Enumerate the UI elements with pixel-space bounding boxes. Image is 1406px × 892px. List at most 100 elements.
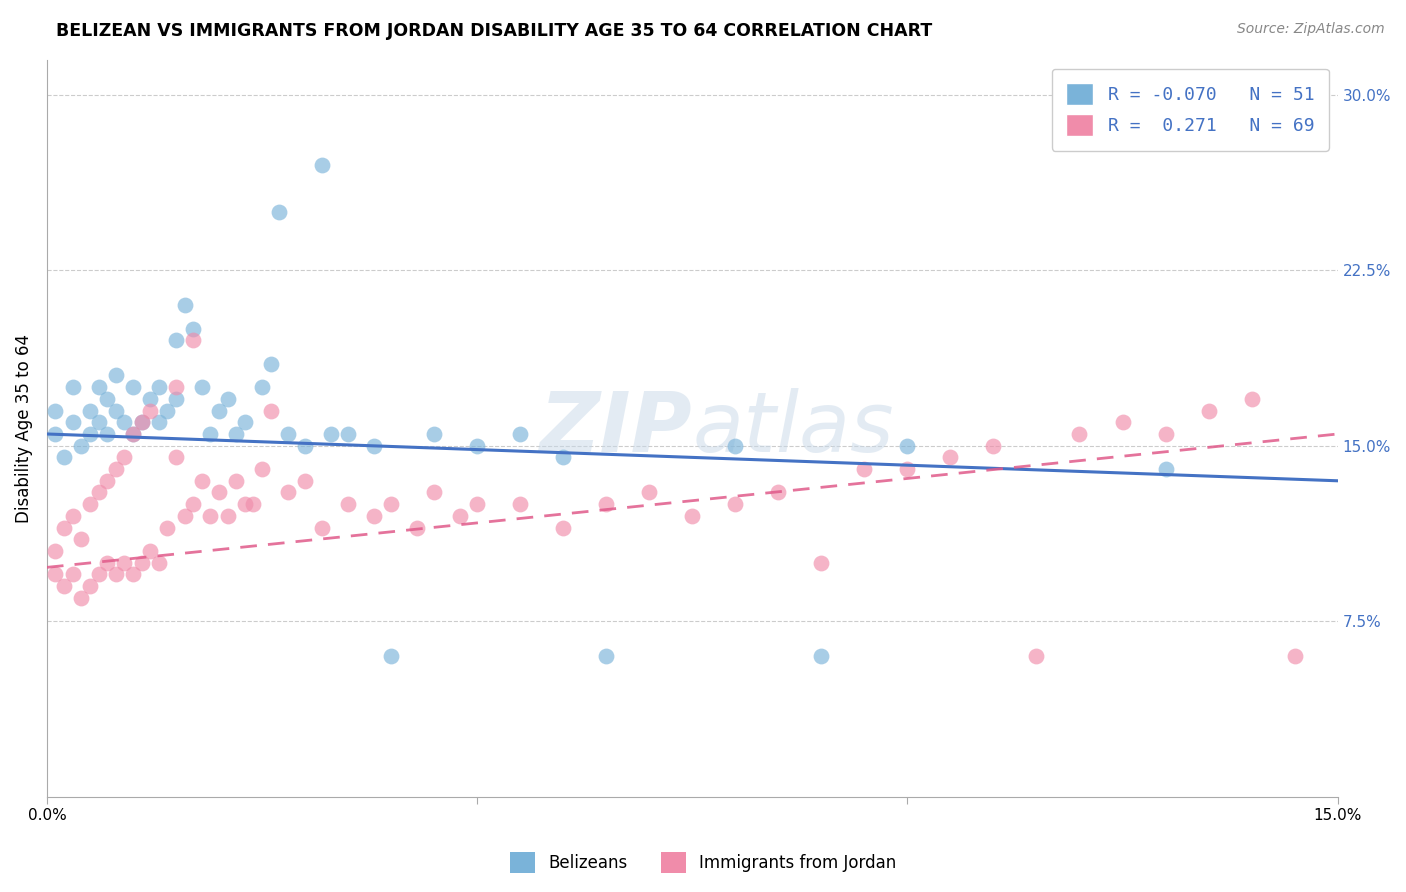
Point: [62, 380, 84, 394]
Point: [225, 427, 247, 442]
Point: [465, 497, 488, 511]
Point: [104, 368, 127, 383]
Point: [724, 497, 747, 511]
Point: [131, 415, 153, 429]
Point: [319, 427, 342, 442]
Point: [181, 497, 204, 511]
Point: [104, 462, 127, 476]
Point: [208, 403, 231, 417]
Point: [380, 649, 402, 664]
Point: [250, 462, 273, 476]
Point: [363, 439, 385, 453]
Point: [181, 334, 204, 348]
Point: [112, 415, 135, 429]
Point: [259, 357, 281, 371]
Point: [70, 533, 93, 547]
Point: [277, 485, 299, 500]
Point: [810, 556, 832, 570]
Legend: Belizeans, Immigrants from Jordan: Belizeans, Immigrants from Jordan: [503, 846, 903, 880]
Point: [181, 321, 204, 335]
Point: [165, 334, 187, 348]
Point: [1154, 427, 1177, 442]
Point: [337, 427, 360, 442]
Point: [1284, 649, 1306, 664]
Point: [79, 427, 101, 442]
Point: [217, 508, 239, 523]
Point: [595, 649, 617, 664]
Point: [1069, 427, 1091, 442]
Point: [423, 427, 446, 442]
Point: [983, 439, 1005, 453]
Point: [233, 415, 256, 429]
Point: [200, 427, 222, 442]
Point: [122, 567, 145, 582]
Point: [553, 450, 575, 465]
Point: [79, 403, 101, 417]
Point: [294, 474, 316, 488]
Point: [768, 485, 790, 500]
Point: [294, 439, 316, 453]
Point: [681, 508, 703, 523]
Point: [380, 497, 402, 511]
Point: [104, 567, 127, 582]
Point: [1198, 403, 1220, 417]
Point: [173, 508, 195, 523]
Point: [191, 474, 214, 488]
Point: [122, 427, 145, 442]
Point: [62, 415, 84, 429]
Point: [363, 508, 385, 523]
Point: [311, 520, 333, 534]
Legend: R = -0.070   N = 51, R =  0.271   N = 69: R = -0.070 N = 51, R = 0.271 N = 69: [1052, 69, 1329, 151]
Point: [173, 298, 195, 312]
Point: [259, 403, 281, 417]
Point: [148, 415, 170, 429]
Point: [638, 485, 661, 500]
Point: [156, 403, 179, 417]
Point: [423, 485, 446, 500]
Point: [131, 556, 153, 570]
Point: [1111, 415, 1133, 429]
Point: [311, 158, 333, 172]
Point: [79, 579, 101, 593]
Point: [44, 403, 66, 417]
Point: [509, 427, 531, 442]
Point: [337, 497, 360, 511]
Point: [225, 474, 247, 488]
Point: [44, 427, 66, 442]
Point: [509, 497, 531, 511]
Point: [208, 485, 231, 500]
Point: [165, 392, 187, 406]
Point: [62, 508, 84, 523]
Point: [112, 450, 135, 465]
Point: [165, 450, 187, 465]
Point: [939, 450, 962, 465]
Point: [139, 403, 162, 417]
Point: [53, 450, 76, 465]
Point: [53, 579, 76, 593]
Text: Source: ZipAtlas.com: Source: ZipAtlas.com: [1237, 22, 1385, 37]
Point: [595, 497, 617, 511]
Point: [200, 508, 222, 523]
Point: [191, 380, 214, 394]
Point: [165, 380, 187, 394]
Point: [269, 204, 291, 219]
Y-axis label: Disability Age 35 to 64: Disability Age 35 to 64: [15, 334, 32, 523]
Point: [96, 427, 118, 442]
Point: [96, 474, 118, 488]
Point: [87, 415, 110, 429]
Point: [233, 497, 256, 511]
Point: [406, 520, 429, 534]
Point: [70, 439, 93, 453]
Point: [87, 567, 110, 582]
Point: [217, 392, 239, 406]
Point: [44, 544, 66, 558]
Point: [122, 380, 145, 394]
Point: [104, 403, 127, 417]
Point: [87, 380, 110, 394]
Point: [44, 567, 66, 582]
Point: [1154, 462, 1177, 476]
Point: [465, 439, 488, 453]
Point: [449, 508, 471, 523]
Point: [79, 497, 101, 511]
Point: [122, 427, 145, 442]
